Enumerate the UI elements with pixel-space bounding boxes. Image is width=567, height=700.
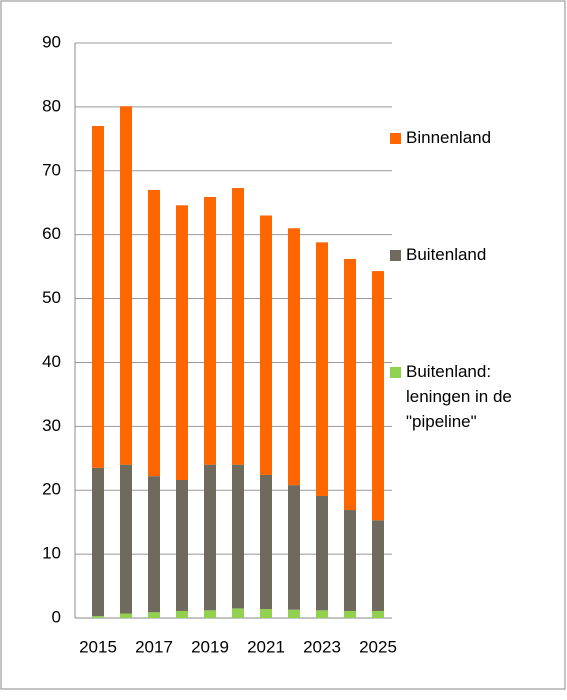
bar-segment [316,495,328,611]
bar-segment [176,205,188,480]
bar-segment [232,188,244,465]
bar-segment [316,242,328,496]
y-tick-label: 10 [42,544,61,563]
legend-swatch [390,367,401,378]
bar-segment [176,480,188,611]
bar-segment [204,196,216,465]
y-tick-label: 40 [42,352,61,371]
x-tick-label: 2017 [135,637,173,656]
y-tick-label: 60 [42,224,61,243]
y-tick-label: 30 [42,416,61,435]
bar-segment [120,464,132,614]
bar-segment [92,616,104,618]
bar-segment [204,610,216,618]
x-tick-label: 2015 [79,637,117,656]
x-tick-label: 2019 [191,637,229,656]
x-tick-label: 2021 [247,637,285,656]
bar-segment [120,106,132,465]
bar-segment [260,215,272,475]
x-tick-label: 2025 [359,637,397,656]
bar-segment [92,467,104,617]
y-tick-label: 90 [42,32,61,51]
y-tick-label: 0 [52,607,61,626]
legend-swatch [390,250,401,261]
y-tick-label: 70 [42,160,61,179]
legend-label: Buitenland: leningen in de "pipeline" [406,362,512,431]
bar-segment [344,610,356,618]
bar-segment [148,476,160,613]
bar-segment [372,610,384,618]
bar-segment [372,520,384,611]
bar-segment [372,271,384,521]
bar-segment [120,613,132,618]
bar-segment [232,608,244,618]
y-tick-label: 50 [42,288,61,307]
bar-segment [148,612,160,618]
bar-segment [288,228,300,486]
bar-segment [344,510,356,611]
bar-segment [288,609,300,618]
bar-segment [176,610,188,618]
bar-segment [316,610,328,618]
x-tick-label: 2023 [303,637,341,656]
y-tick-label: 20 [42,480,61,499]
legend-swatch [390,133,401,144]
bar-segment [232,464,244,609]
bar-segment [344,258,356,511]
bar-segment [92,126,104,468]
bar-segment [260,474,272,610]
bar-segment [288,485,300,610]
bar-segment [260,609,272,618]
legend-label: Buitenland [406,245,487,264]
bar-segment [204,464,216,611]
bar-segment [148,189,160,477]
y-tick-label: 80 [42,96,61,115]
legend-label: Binnenland [406,128,492,147]
